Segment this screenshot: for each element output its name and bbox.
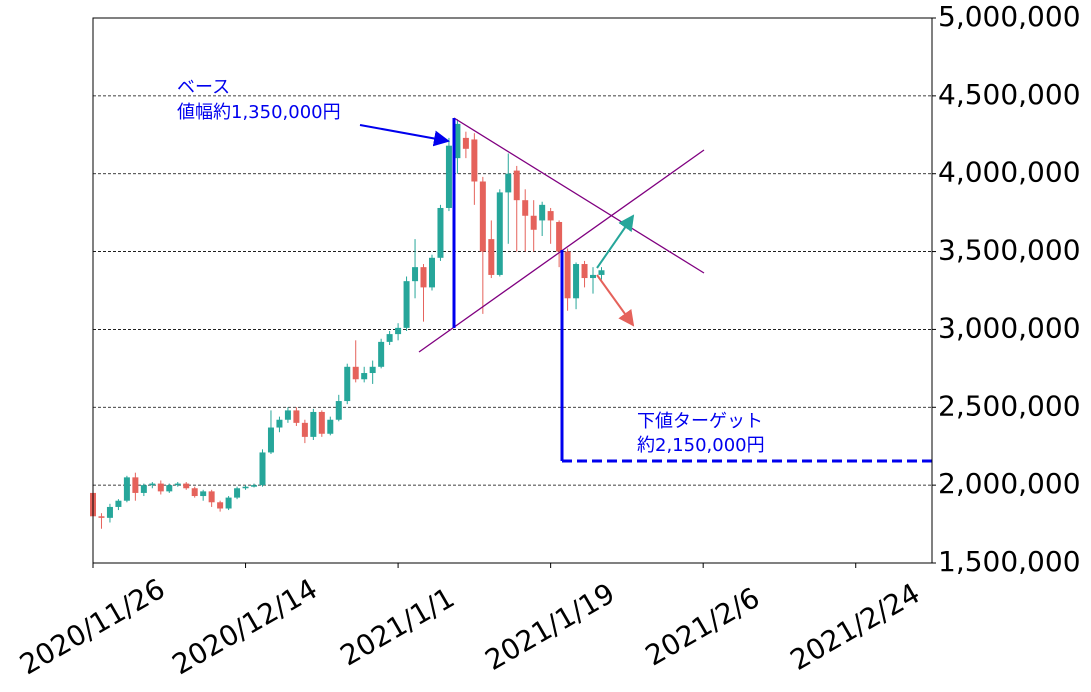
candle-body (123, 477, 130, 501)
candle-body (98, 516, 105, 518)
candle-body (106, 506, 113, 518)
candle-body (318, 411, 325, 434)
candle-body (276, 419, 283, 428)
candle-body (598, 270, 605, 275)
candle-body (174, 483, 181, 486)
candle-body (420, 267, 427, 288)
candle-body (335, 401, 342, 420)
y-tick-label: 2,000,000 (938, 467, 1081, 500)
candle-body (530, 215, 537, 230)
candle-body (573, 264, 580, 299)
y-tick-label: 2,500,000 (938, 389, 1081, 422)
candle-body (581, 264, 588, 279)
annotation: 下値ターゲット (637, 411, 763, 432)
candle-body (242, 486, 249, 489)
x-tick-label: 2020/11/26 (14, 572, 170, 681)
annotation: 値幅約1,350,000円 (177, 102, 341, 123)
candle-body (462, 137, 469, 149)
candle-body (166, 485, 173, 492)
candle-body (344, 366, 351, 402)
candle-body (513, 170, 520, 201)
candle-body (412, 267, 419, 282)
y-tick-label: 1,500,000 (938, 545, 1081, 578)
candle-body (284, 410, 291, 420)
candle-body (564, 251, 571, 299)
y-tick-label: 4,000,000 (938, 156, 1081, 189)
candle-body (395, 327, 402, 335)
annotation: 約2,150,000円 (637, 435, 765, 456)
y-tick-label: 3,000,000 (938, 311, 1081, 344)
candle-body (488, 239, 495, 275)
candle-body (479, 181, 486, 252)
x-tick-label: 2021/2/24 (785, 577, 926, 677)
candle-body (378, 341, 385, 367)
candle-body (149, 483, 156, 486)
y-tick-label: 5,000,000 (938, 0, 1081, 33)
down-arrow (596, 274, 635, 327)
candle-body (191, 488, 198, 497)
candle-body (496, 192, 503, 275)
candle-body (225, 497, 232, 509)
candle-body (301, 422, 308, 437)
candle-body (505, 173, 512, 193)
candle-body (251, 485, 258, 487)
candle-body (352, 366, 359, 380)
candle-body (327, 419, 334, 434)
candle-body (132, 477, 139, 493)
candle-body (293, 410, 300, 423)
candle-body (556, 221, 563, 252)
candle-body (259, 452, 266, 486)
candle-body (267, 427, 274, 453)
candle-body (539, 204, 546, 221)
candle-body (522, 200, 529, 216)
candle-body (234, 488, 241, 498)
grid (93, 17, 932, 564)
candle-body (157, 483, 164, 492)
candle-body (208, 491, 215, 503)
x-tick-label: 2021/2/6 (640, 581, 765, 672)
candle-body (140, 485, 147, 493)
x-tick-label: 2021/1/19 (479, 577, 620, 677)
candle-body (369, 366, 376, 374)
candle-body (403, 281, 410, 328)
candle-body (437, 207, 444, 258)
x-tick-label: 2020/12/14 (167, 572, 323, 681)
candle-body (217, 502, 224, 509)
candle-body (428, 257, 435, 288)
candle-body (454, 123, 461, 159)
candle-body (471, 139, 478, 182)
y-tick-label: 4,500,000 (938, 78, 1081, 111)
candle-body (200, 491, 207, 497)
candle-body (361, 373, 368, 380)
candle-body (386, 334, 393, 342)
annotation: ベース (177, 77, 230, 98)
candle-body (183, 483, 190, 489)
plot-frame (92, 17, 933, 564)
candles (90, 119, 605, 529)
candle-body (310, 411, 317, 437)
triangle-upper (453, 117, 705, 274)
x-tick-label: 2021/1/1 (335, 581, 460, 672)
annotations: ベース 値幅約1,350,000円 下値ターゲット 約2,150,000円 (177, 77, 932, 463)
y-tick-label: 3,500,000 (938, 234, 1081, 267)
candle-body (445, 145, 452, 208)
candle-body (590, 274, 597, 279)
candle-body (115, 500, 122, 507)
candle-body (547, 211, 554, 221)
base-arrow (359, 124, 450, 147)
up-arrow (596, 214, 635, 269)
